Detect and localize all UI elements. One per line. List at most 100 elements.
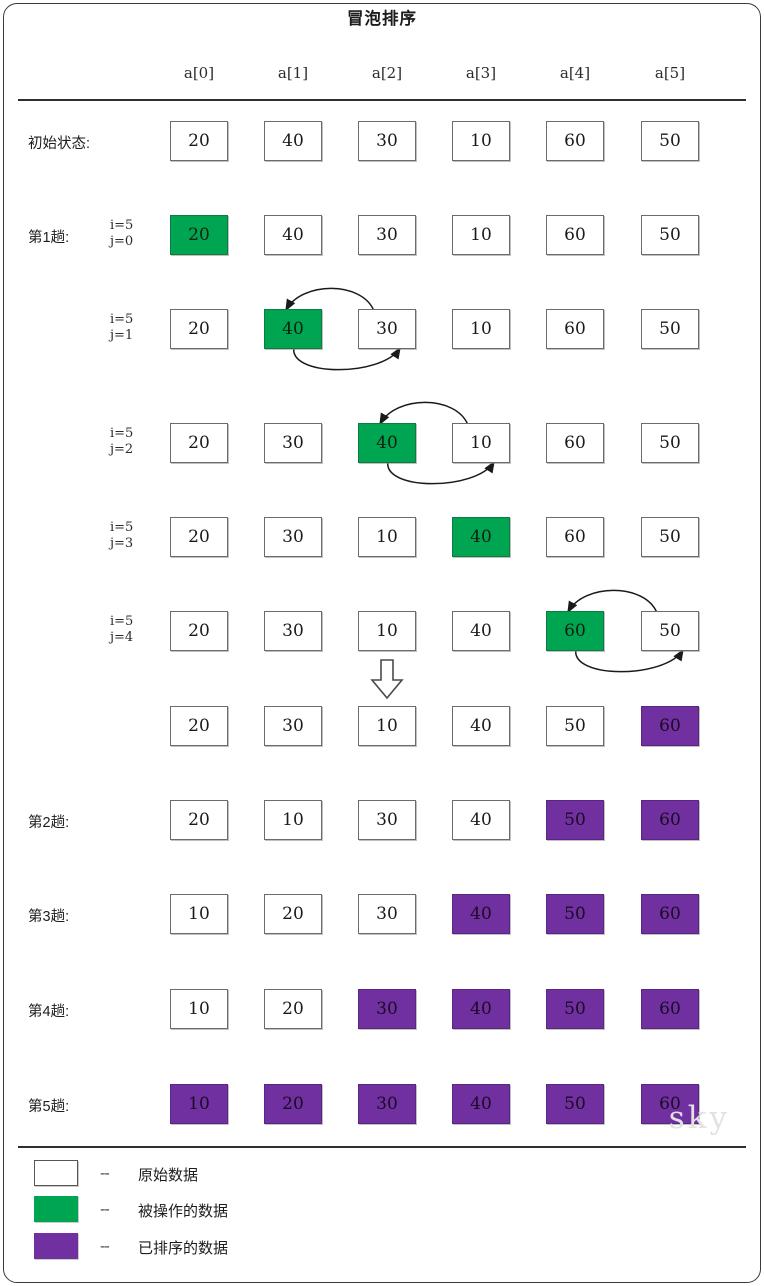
array-cell: 40 (358, 423, 416, 463)
array-cell: 30 (358, 894, 416, 934)
result-down-arrow-icon (370, 659, 404, 700)
index-i: i=5 (110, 614, 134, 629)
array-cell: 20 (170, 309, 228, 349)
array-cell: 60 (641, 1084, 699, 1124)
column-header-0: a[0] (183, 64, 215, 82)
array-cell: 30 (358, 800, 416, 840)
array-cell: 40 (452, 1084, 510, 1124)
array-cell: 20 (170, 423, 228, 463)
array-cell: 10 (358, 611, 416, 651)
array-cell: 50 (641, 517, 699, 557)
array-cell: 20 (170, 611, 228, 651)
diagram-title: 冒泡排序 (347, 10, 417, 28)
array-cell: 20 (170, 215, 228, 255)
legend-dash: -- (100, 1199, 110, 1218)
index-i: i=5 (110, 218, 134, 233)
index-j: j=2 (110, 442, 134, 457)
column-header-5: a[5] (654, 64, 686, 82)
array-cell: 50 (641, 121, 699, 161)
index-i: i=5 (110, 426, 134, 441)
array-cell: 60 (546, 309, 604, 349)
array-cell: 40 (264, 309, 322, 349)
array-cell: 40 (452, 800, 510, 840)
index-j: j=1 (110, 328, 134, 343)
row-label: 第1趟: (28, 230, 70, 246)
array-cell: 20 (170, 706, 228, 746)
header-divider (18, 99, 746, 101)
array-cell: 60 (641, 800, 699, 840)
array-cell: 10 (170, 1084, 228, 1124)
array-cell: 40 (452, 989, 510, 1029)
column-header-2: a[2] (371, 64, 403, 82)
loop-index-label: i=5 j=4 (110, 614, 133, 646)
array-cell: 30 (264, 611, 322, 651)
legend-swatch-sorted (34, 1233, 78, 1259)
array-cell: 20 (264, 894, 322, 934)
array-cell: 50 (546, 894, 604, 934)
array-cell: 50 (641, 423, 699, 463)
legend-label: 已排序的数据 (138, 1240, 229, 1257)
array-cell: 60 (641, 706, 699, 746)
array-cell: 40 (452, 894, 510, 934)
array-cell: 40 (452, 706, 510, 746)
array-cell: 60 (546, 611, 604, 651)
array-cell: 60 (641, 894, 699, 934)
array-cell: 40 (452, 517, 510, 557)
legend-swatch-original (34, 1160, 78, 1186)
array-cell: 40 (264, 121, 322, 161)
array-cell: 60 (546, 215, 604, 255)
column-header-3: a[3] (465, 64, 497, 82)
array-cell: 60 (546, 121, 604, 161)
column-header-1: a[1] (277, 64, 309, 82)
array-cell: 10 (452, 121, 510, 161)
array-cell: 30 (358, 989, 416, 1029)
legend-swatch-active (34, 1196, 78, 1222)
row-label: 第5趟: (28, 1099, 70, 1115)
array-cell: 10 (264, 800, 322, 840)
array-cell: 20 (170, 517, 228, 557)
row-label: 第4趟: (28, 1004, 70, 1020)
array-cell: 10 (452, 423, 510, 463)
row-label: 第2趟: (28, 815, 70, 831)
array-cell: 30 (264, 706, 322, 746)
array-cell: 10 (170, 894, 228, 934)
array-cell: 10 (170, 989, 228, 1029)
index-j: j=3 (110, 536, 134, 551)
array-cell: 10 (358, 517, 416, 557)
array-cell: 60 (641, 989, 699, 1029)
array-cell: 20 (264, 1084, 322, 1124)
index-j: j=4 (110, 630, 134, 645)
array-cell: 30 (358, 1084, 416, 1124)
row-label: 第3趟: (28, 909, 70, 925)
array-cell: 30 (358, 215, 416, 255)
array-cell: 40 (264, 215, 322, 255)
legend-divider (18, 1146, 746, 1148)
array-cell: 60 (546, 517, 604, 557)
array-cell: 50 (641, 309, 699, 349)
index-i: i=5 (110, 520, 134, 535)
legend-label: 被操作的数据 (138, 1203, 229, 1220)
array-cell: 30 (358, 121, 416, 161)
array-cell: 50 (546, 800, 604, 840)
array-cell: 30 (264, 517, 322, 557)
array-cell: 30 (358, 309, 416, 349)
index-i: i=5 (110, 312, 134, 327)
array-cell: 50 (546, 989, 604, 1029)
loop-index-label: i=5 j=1 (110, 312, 133, 344)
array-cell: 10 (452, 215, 510, 255)
watermark: sky (668, 1100, 730, 1136)
array-cell: 20 (170, 121, 228, 161)
legend-dash: -- (100, 1236, 110, 1255)
array-cell: 50 (546, 706, 604, 746)
loop-index-label: i=5 j=0 (110, 218, 133, 250)
loop-index-label: i=5 j=3 (110, 520, 133, 552)
array-cell: 50 (641, 611, 699, 651)
index-j: j=0 (110, 234, 134, 249)
loop-index-label: i=5 j=2 (110, 426, 133, 458)
array-cell: 20 (170, 800, 228, 840)
array-cell: 40 (452, 611, 510, 651)
array-cell: 60 (546, 423, 604, 463)
array-cell: 20 (264, 989, 322, 1029)
array-cell: 10 (452, 309, 510, 349)
